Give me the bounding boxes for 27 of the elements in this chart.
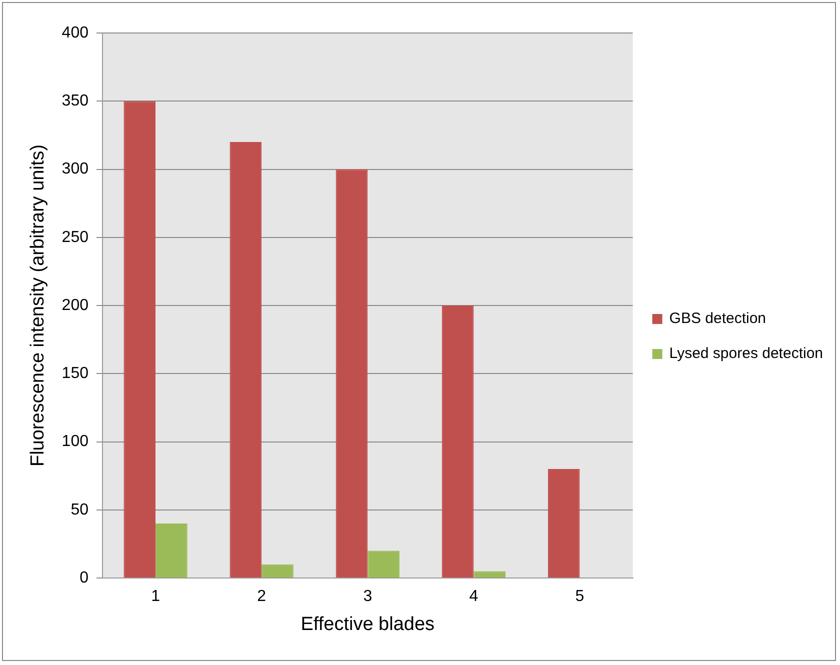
y-tick-label: 100	[62, 433, 89, 450]
x-axis-title: Effective blades	[300, 614, 435, 635]
x-tick-label: 1	[151, 588, 160, 606]
bar	[230, 142, 262, 578]
y-tick-label: 350	[62, 92, 89, 110]
y-tick-label: 250	[62, 228, 89, 246]
y-tick-label: 50	[70, 501, 89, 518]
legend-label: Lysed spores detection	[669, 345, 824, 362]
x-tick-label: 3	[363, 588, 372, 606]
y-tick-label: 200	[62, 296, 89, 314]
y-tick-label: 0	[80, 569, 89, 586]
bar	[262, 564, 294, 578]
bar	[156, 524, 188, 578]
bar	[368, 550, 400, 578]
y-tick-label: 150	[62, 365, 89, 382]
bar	[442, 306, 474, 578]
legend-label: GBS detection	[669, 310, 766, 328]
y-axis-title: Fluorescence intensity (arbitrary units)	[28, 144, 49, 467]
x-tick-label: 4	[469, 588, 478, 606]
bar	[124, 101, 156, 578]
bar	[474, 571, 506, 578]
bar	[548, 469, 580, 578]
x-tick-label: 5	[575, 588, 584, 606]
y-tick-label: 300	[62, 160, 89, 178]
y-tick-label: 400	[62, 24, 89, 42]
bar	[336, 169, 368, 578]
x-tick-label: 2	[257, 588, 266, 606]
